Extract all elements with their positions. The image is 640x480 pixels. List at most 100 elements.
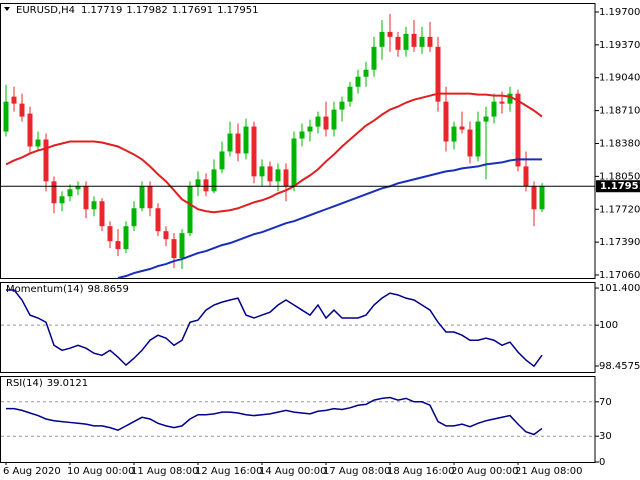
candle-body	[395, 36, 401, 50]
candle-body	[275, 169, 281, 182]
candle-body	[387, 31, 393, 37]
candle-body	[211, 169, 217, 192]
candle-body	[123, 226, 129, 250]
candle-body	[251, 126, 257, 177]
candle-body	[195, 179, 201, 187]
candle-body	[531, 186, 537, 210]
high-value: 1.17982	[126, 5, 167, 16]
y-tick-label: 101.4009	[599, 283, 640, 294]
close-value: 1.17951	[217, 5, 258, 16]
candle-body	[51, 181, 57, 204]
y-tick-label: 1.19700	[599, 7, 640, 18]
candle-body	[427, 36, 433, 47]
candle-body	[67, 189, 73, 197]
x-tick-label: 14 Aug 00:00	[259, 466, 326, 477]
candle-body	[459, 126, 465, 130]
candle-body	[235, 133, 241, 154]
candle-body	[379, 31, 385, 47]
y-tick-label: 1.17060	[599, 270, 640, 281]
momentum-title: Momentum(14)	[6, 284, 84, 295]
candle-body	[411, 33, 417, 47]
candle-body	[467, 129, 473, 157]
panel-frame	[0, 3, 596, 279]
candle-body	[219, 151, 225, 170]
candle-body	[187, 186, 193, 234]
candle-body	[283, 169, 289, 187]
symbol-menu-icon[interactable]	[4, 7, 10, 11]
y-tick-label: 1.17720	[599, 204, 640, 215]
candle-body	[491, 101, 497, 117]
candle-body	[139, 186, 145, 209]
candle-body	[155, 208, 161, 232]
y-tick-label: 70	[599, 397, 612, 408]
candle-body	[147, 186, 153, 209]
candle-body	[171, 239, 177, 259]
candle-body	[435, 46, 441, 102]
moving-average-line	[5, 92, 543, 214]
candle-body	[315, 116, 321, 127]
x-tick-label: 6 Aug 2020	[3, 466, 61, 477]
candle-body	[419, 36, 425, 47]
y-tick-label: 1.18710	[599, 106, 640, 117]
panel-frame	[0, 376, 596, 463]
candle-body	[507, 93, 513, 104]
candle-body	[475, 121, 481, 157]
candle-body	[115, 241, 121, 250]
candle-body	[443, 101, 449, 142]
candle-body	[179, 233, 185, 259]
candle-body	[107, 226, 113, 242]
y-tick-label: 1.17390	[599, 237, 640, 248]
candle-body	[59, 196, 65, 204]
indicator-line	[6, 289, 543, 368]
candle-body	[19, 103, 25, 117]
y-tick-label: 1.18050	[599, 171, 640, 182]
y-tick-label: 98.4575	[599, 361, 640, 372]
candle-body	[515, 93, 521, 167]
candle-body	[363, 69, 369, 77]
candle-body	[43, 139, 49, 182]
current-price-box	[596, 180, 640, 193]
y-tick-label: 0	[599, 457, 605, 468]
candle-body	[227, 133, 233, 152]
candle-body	[27, 113, 33, 147]
chart-header: EURUSD,H4 1.17719 1.17982 1.17691 1.17951	[16, 5, 258, 16]
candle-body	[259, 166, 265, 177]
x-tick-label: 11 Aug 08:00	[131, 466, 198, 477]
x-tick-label: 12 Aug 16:00	[195, 466, 262, 477]
candle-body	[483, 116, 489, 122]
y-tick-label: 100	[599, 320, 618, 331]
candle-body	[347, 86, 353, 102]
candle-body	[243, 126, 249, 154]
candle-body	[91, 201, 97, 210]
candle-body	[403, 33, 409, 50]
symbol-title: EURUSD,H4	[16, 5, 75, 16]
candle-body	[331, 109, 337, 130]
x-tick-label: 10 Aug 00:00	[67, 466, 134, 477]
candle-body	[451, 126, 457, 142]
momentum-header: Momentum(14) 98.8659	[6, 284, 129, 295]
candle-body	[291, 138, 297, 187]
y-tick-label: 1.19040	[599, 73, 640, 84]
candle-body	[267, 166, 273, 182]
current-price-label: 1.17951	[600, 181, 640, 192]
candle-body	[371, 46, 377, 70]
candle-body	[35, 139, 41, 147]
rsi-header: RSI(14) 39.0121	[6, 378, 88, 389]
open-value: 1.17719	[81, 5, 122, 16]
candle-body	[11, 96, 17, 104]
candle-body	[299, 131, 305, 139]
y-tick-label: 1.18380	[599, 138, 640, 149]
x-tick-label: 18 Aug 16:00	[387, 466, 454, 477]
candle-body	[523, 166, 529, 187]
rsi-value: 39.0121	[47, 378, 88, 389]
candle-body	[203, 179, 209, 192]
panel-frame	[0, 282, 596, 373]
low-value: 1.17691	[172, 5, 213, 16]
candle-body	[131, 208, 137, 227]
candle-body	[323, 116, 329, 130]
candle-body	[3, 101, 9, 132]
candle-body	[355, 76, 361, 87]
rsi-title: RSI(14)	[6, 378, 43, 389]
